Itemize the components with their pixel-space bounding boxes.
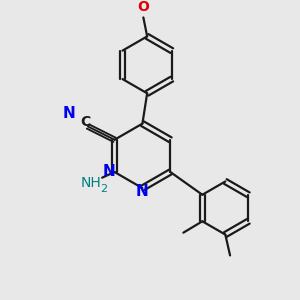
Text: N: N xyxy=(63,106,75,121)
Text: N: N xyxy=(136,184,149,200)
Text: N: N xyxy=(102,164,115,179)
Text: NH: NH xyxy=(80,176,101,190)
Text: 2: 2 xyxy=(100,184,108,194)
Text: C: C xyxy=(80,115,90,129)
Text: O: O xyxy=(137,0,149,14)
